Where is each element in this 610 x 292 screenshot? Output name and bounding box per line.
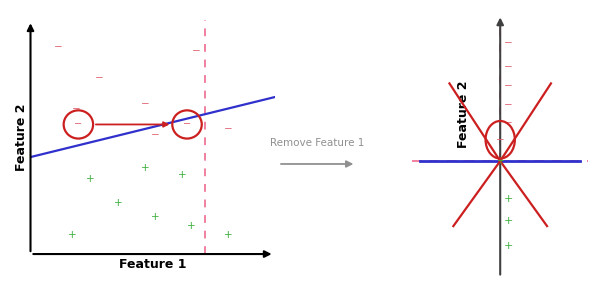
Text: −: − bbox=[183, 119, 191, 129]
Text: +: + bbox=[496, 156, 504, 166]
Text: +: + bbox=[224, 230, 233, 240]
Text: −: − bbox=[504, 62, 512, 72]
Text: −: − bbox=[504, 100, 512, 110]
Text: +: + bbox=[86, 174, 95, 184]
Text: −: − bbox=[192, 46, 201, 56]
Text: −: − bbox=[224, 124, 233, 134]
Text: −: − bbox=[496, 135, 504, 145]
Text: +: + bbox=[503, 241, 512, 251]
Text: +: + bbox=[151, 212, 159, 222]
Text: +: + bbox=[503, 216, 512, 226]
Text: −: − bbox=[504, 119, 512, 128]
Text: −: − bbox=[72, 104, 81, 114]
Text: +: + bbox=[503, 194, 512, 204]
Text: Feature 2: Feature 2 bbox=[457, 81, 470, 148]
Text: +: + bbox=[178, 170, 187, 180]
Text: +: + bbox=[142, 163, 150, 173]
Text: −: − bbox=[95, 73, 104, 83]
Text: +: + bbox=[187, 221, 196, 231]
Y-axis label: Feature 2: Feature 2 bbox=[15, 103, 27, 171]
Text: −: − bbox=[151, 130, 159, 140]
Text: Remove Feature 1: Remove Feature 1 bbox=[270, 138, 364, 148]
Text: −: − bbox=[142, 99, 150, 109]
Text: −: − bbox=[74, 119, 82, 129]
Text: −: − bbox=[504, 38, 512, 48]
Text: +: + bbox=[68, 230, 76, 240]
Text: −: − bbox=[54, 42, 62, 52]
Text: +: + bbox=[113, 198, 122, 208]
X-axis label: Feature 1: Feature 1 bbox=[119, 258, 186, 271]
Text: −: − bbox=[504, 81, 512, 91]
